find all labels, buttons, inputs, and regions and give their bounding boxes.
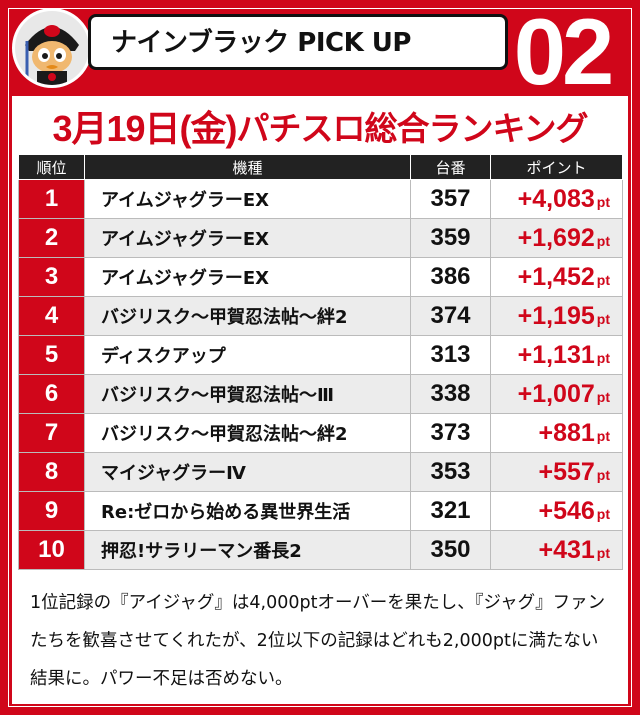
points-cell: +1,692 pt [490,218,623,258]
points-value: +1,007 [517,379,595,408]
ranking-date: 3月19日(金) [52,108,237,149]
machine-number-cell: 359 [410,218,491,258]
points-cell: +1,131 pt [490,335,623,375]
header: ナインブラック PICK UP 02 [0,0,640,104]
table-header-row: 順位 機種 台番 ポイント [18,154,623,180]
rank-cell: 6 [18,374,85,414]
points-cell: +431 pt [490,530,623,570]
table-row: 5 ディスクアップ 313 +1,131 pt [18,335,623,375]
rank-cell: 3 [18,257,85,297]
pickup-banner: ナインブラック PICK UP [88,14,508,70]
frame-inner-border [8,8,632,707]
points-unit: pt [596,388,610,405]
ranking-rows: 1 アイムジャグラーEX 357 +4,083 pt 2 アイムジャグラーEX 3… [18,179,623,570]
points-value: +431 [538,535,595,564]
table-row: 1 アイムジャグラーEX 357 +4,083 pt [18,179,623,219]
machine-cell: アイムジャグラーEX [84,179,411,219]
points-value: +557 [538,457,595,486]
rank-cell: 8 [18,452,85,492]
table-row: 4 バジリスク～甲賀忍法帖～絆2 374 +1,195 pt [18,296,623,336]
points-cell: +546 pt [490,491,623,531]
points-cell: +1,452 pt [490,257,623,297]
rank-cell: 2 [18,218,85,258]
points-cell: +881 pt [490,413,623,453]
machine-cell: マイジャグラーⅣ [84,452,411,492]
table-row: 6 バジリスク～甲賀忍法帖～Ⅲ 338 +1,007 pt [18,374,623,414]
machine-number-cell: 313 [410,335,491,375]
machine-number-cell: 373 [410,413,491,453]
issue-number: 02 [513,0,615,104]
machine-number-cell: 350 [410,530,491,570]
points-unit: pt [596,310,610,327]
points-unit: pt [596,466,610,483]
machine-number-cell: 338 [410,374,491,414]
machine-cell: 押忍!サラリーマン番長2 [84,530,411,570]
ranking-panel: 3月19日(金)パチスロ総合ランキング 順位 機種 台番 ポイント 1 [12,96,628,704]
points-cell: +1,007 pt [490,374,623,414]
points-value: +1,692 [517,223,595,252]
points-value: +1,131 [517,340,595,369]
points-unit: pt [596,193,610,210]
rank-cell: 9 [18,491,85,531]
machine-cell: Re:ゼロから始める異世界生活 [84,491,411,531]
machine-cell: ディスクアップ [84,335,411,375]
rank-cell: 5 [18,335,85,375]
machine-number-cell: 386 [410,257,491,297]
machine-number-cell: 374 [410,296,491,336]
machine-number-cell: 353 [410,452,491,492]
points-value: +1,452 [517,262,595,291]
ranking-heading: 3月19日(金)パチスロ総合ランキング [12,100,628,150]
machine-cell: バジリスク～甲賀忍法帖～Ⅲ [84,374,411,414]
points-cell: +4,083 pt [490,179,623,219]
column-header-number: 台番 [410,154,491,180]
commentary-text: 1位記録の『アイジャグ』は4,000ptオーバーを果たし、『ジャグ』ファンたちを… [30,593,606,689]
points-value: +546 [538,496,595,525]
ranking-title: パチスロ総合ランキング [236,109,589,148]
machine-number-cell: 321 [410,491,491,531]
points-unit: pt [596,232,610,249]
machine-cell: バジリスク～甲賀忍法帖～絆2 [84,296,411,336]
points-unit: pt [596,544,610,561]
table-row: 10 押忍!サラリーマン番長2 350 +431 pt [18,530,623,570]
rank-cell: 4 [18,296,85,336]
column-header-rank: 順位 [18,154,85,180]
rank-cell: 10 [18,530,85,570]
table-row: 2 アイムジャグラーEX 359 +1,692 pt [18,218,623,258]
points-unit: pt [596,427,610,444]
points-value: +881 [538,418,595,447]
points-unit: pt [596,505,610,522]
column-header-machine: 機種 [84,154,411,180]
machine-cell: バジリスク～甲賀忍法帖～絆2 [84,413,411,453]
banner-title: ナインブラック PICK UP [111,28,411,58]
points-unit: pt [596,349,610,366]
table-row: 8 マイジャグラーⅣ 353 +557 pt [18,452,623,492]
column-header-points: ポイント [490,154,623,180]
rank-cell: 7 [18,413,85,453]
mascot-character-icon [15,11,89,85]
points-value: +1,195 [517,301,595,330]
rank-cell: 1 [18,179,85,219]
points-cell: +557 pt [490,452,623,492]
machine-number-cell: 357 [410,179,491,219]
points-unit: pt [596,271,610,288]
machine-cell: アイムジャグラーEX [84,218,411,258]
machine-cell: アイムジャグラーEX [84,257,411,297]
ranking-table: 順位 機種 台番 ポイント 1 アイムジャグラーEX 357 +4,083 pt … [18,154,623,570]
table-row: 3 アイムジャグラーEX 386 +1,452 pt [18,257,623,297]
points-value: +4,083 [517,184,595,213]
mascot-avatar [12,8,92,88]
points-cell: +1,195 pt [490,296,623,336]
table-row: 9 Re:ゼロから始める異世界生活 321 +546 pt [18,491,623,531]
table-row: 7 バジリスク～甲賀忍法帖～絆2 373 +881 pt [18,413,623,453]
